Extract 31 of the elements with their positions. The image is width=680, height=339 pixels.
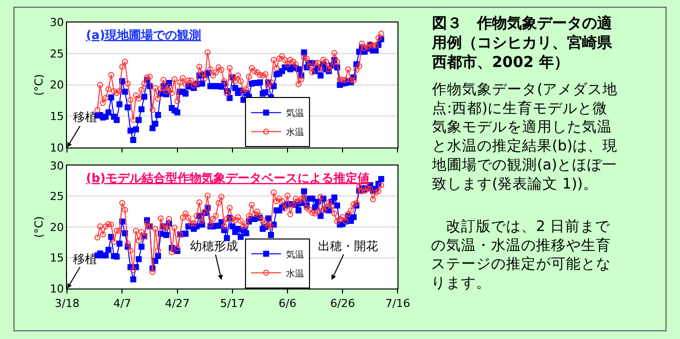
x-tick-label: 7/16 <box>385 296 410 310</box>
y-axis-title: (°C) <box>32 74 46 96</box>
x-tick-label: 4/7 <box>113 296 132 310</box>
y-axis-title: (°C) <box>32 216 46 238</box>
y-tick-label: 10 <box>50 141 64 154</box>
annotation: 移植 <box>73 252 97 266</box>
text: 図３ 作物気象データの適用例（コシヒカリ、宮崎県西都市、2002 年） <box>431 14 613 71</box>
x-tick-label: 3/18 <box>54 296 80 310</box>
y-tick-label: 25 <box>50 47 64 60</box>
x-tick-label: 6/6 <box>278 296 296 310</box>
y-tick-label: 15 <box>50 110 64 124</box>
y-tick-label: 30 <box>50 159 64 172</box>
text: (a)現地圃場での観測 <box>86 28 202 42</box>
legend-label: 水温 <box>286 127 304 138</box>
y-tick-label: 20 <box>50 220 64 234</box>
text: 作物気象データ(アメダス地点:西都)に生育モデルと微気象モデルを適用した気温と水温の推定結果(b)は、現地圃場での観測(a)とほぼ一致します(発表論文 1))。 <box>431 81 618 192</box>
x-tick-label: 4/27 <box>164 296 190 310</box>
y-tick-label: 10 <box>50 282 64 296</box>
y-tick-label: 20 <box>50 78 64 92</box>
annotation: 出穂・開花 <box>318 239 378 253</box>
legend-label: 気温 <box>286 249 304 260</box>
y-tick-label: 30 <box>50 16 64 30</box>
x-tick-label: 6/26 <box>330 296 355 310</box>
text: 改訂版では、2 日前までの気温・水温の推移や生育ステージの推定が可能となります。 <box>431 218 611 292</box>
legend-label: 水温 <box>286 268 304 280</box>
y-tick-label: 25 <box>50 190 64 204</box>
annotation: 幼穂形成 <box>190 239 238 253</box>
annotation: 移植 <box>73 110 97 124</box>
legend-label: 気温 <box>286 108 304 120</box>
y-tick-label: 15 <box>50 252 64 265</box>
x-tick-label: 5/17 <box>220 296 245 310</box>
